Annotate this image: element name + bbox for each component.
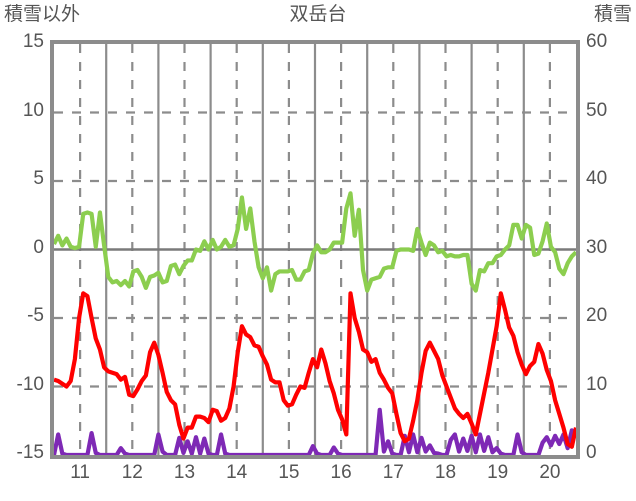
right-tick-label: 60 xyxy=(586,31,608,52)
x-tick-label: 13 xyxy=(173,462,196,483)
x-tick-label: 15 xyxy=(278,462,300,483)
left-tick-label: 15 xyxy=(22,31,44,52)
x-tick-label: 12 xyxy=(121,462,143,483)
data-series xyxy=(54,191,576,455)
left-tick-label: -5 xyxy=(27,305,44,326)
series-path xyxy=(54,291,576,449)
x-tick-label: 14 xyxy=(226,462,248,483)
x-tick-label: 20 xyxy=(539,462,561,483)
right-tick-label: 30 xyxy=(586,236,608,258)
left-axis-title: 積雪以外 xyxy=(4,4,81,25)
left-tick-label: -15 xyxy=(16,442,44,463)
x-tick-label: 11 xyxy=(70,462,90,483)
chart-title: 双岳台 xyxy=(289,4,347,25)
x-tick-label: 17 xyxy=(382,462,404,483)
x-tick-label: 18 xyxy=(434,462,457,483)
right-tick-label: 50 xyxy=(586,99,608,121)
series-path xyxy=(54,191,576,293)
right-tick-label: 10 xyxy=(586,373,608,395)
right-tick-label: 0 xyxy=(586,442,597,463)
left-tick-label: 5 xyxy=(33,168,44,189)
right-tick-label: 20 xyxy=(586,305,608,326)
right-axis-title: 積雪 xyxy=(593,4,632,25)
plot-area xyxy=(50,40,580,459)
left-tick-label: -10 xyxy=(16,373,44,395)
left-tick-label: 10 xyxy=(22,99,44,121)
x-tick-label: 16 xyxy=(330,462,352,483)
right-tick-label: 40 xyxy=(586,168,608,189)
left-tick-label: 0 xyxy=(33,236,44,258)
series-path xyxy=(54,407,576,455)
x-tick-label: 19 xyxy=(487,462,509,483)
